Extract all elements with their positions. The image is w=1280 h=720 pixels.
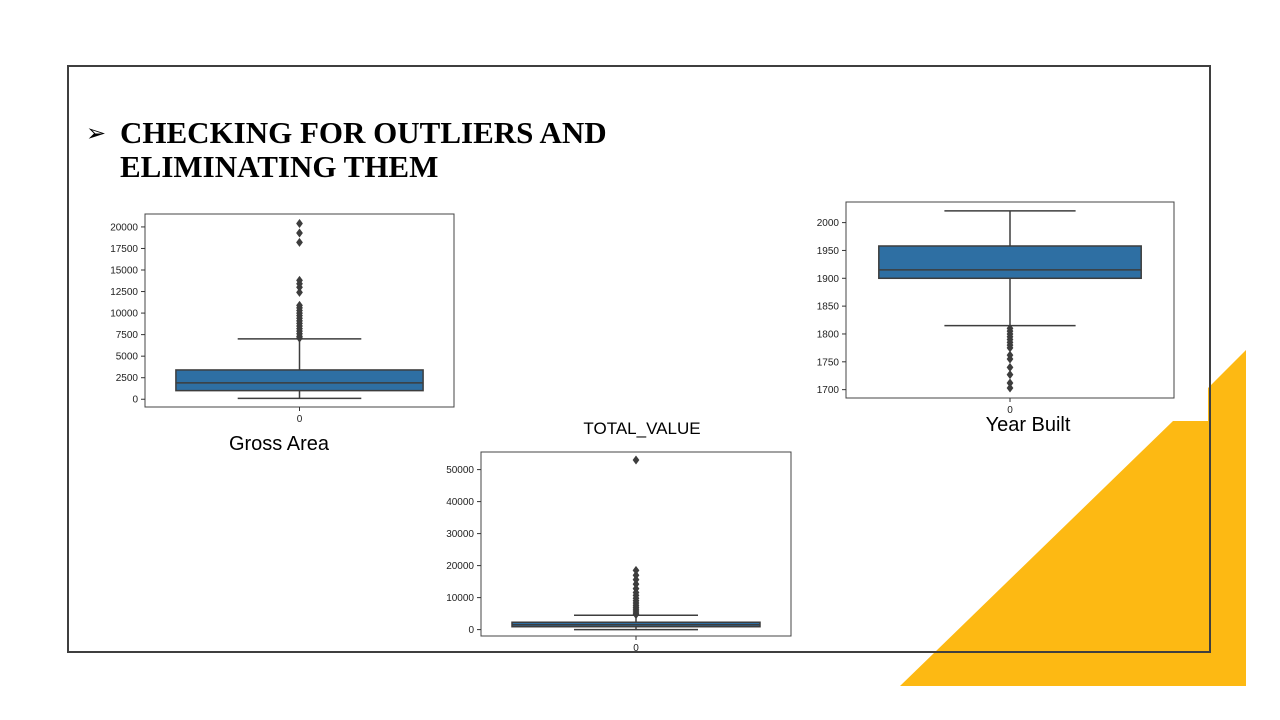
- y-tick-label: 0: [468, 625, 474, 636]
- outlier-point: [296, 287, 303, 297]
- y-tick-label: 1700: [817, 385, 840, 396]
- y-tick-label: 20000: [110, 222, 138, 233]
- accent-triangle: [900, 350, 1246, 686]
- y-tick-label: 15000: [110, 266, 138, 277]
- outlier-point: [296, 275, 303, 285]
- iqr-box: [175, 369, 424, 392]
- outlier-point: [296, 237, 303, 247]
- x-tick-label: 0: [297, 414, 303, 425]
- y-tick-label: 2000: [817, 218, 840, 229]
- page-title: CHECKING FOR OUTLIERS AND ELIMINATING TH…: [120, 115, 607, 184]
- y-tick-label: 1950: [817, 246, 840, 257]
- y-tick-label: 1850: [817, 302, 840, 313]
- year-built-caption: Year Built: [985, 414, 1071, 436]
- total-value-boxplot: 0 10000 20000 30000 40000 50000 0: [446, 451, 792, 654]
- gross-area-boxplot: 0 2500 5000 7500 10000 12500 15000 17500 20000 0: [110, 213, 455, 425]
- y-tick-label: 1800: [817, 329, 840, 340]
- y-tick-label: 30000: [446, 529, 474, 540]
- y-tick-label: 17500: [110, 244, 138, 255]
- outlier-point: [296, 300, 303, 310]
- iqr-box: [878, 245, 1142, 280]
- y-tick-label: 1900: [817, 274, 840, 285]
- total-value-chart-title: TOTAL_VALUE: [583, 419, 701, 438]
- gross-area-caption: Gross Area: [228, 433, 330, 455]
- arrow-bullet-icon: ➢: [86, 119, 107, 147]
- title-block: ➢ CHECKING FOR OUTLIERS AND ELIMINATING …: [86, 116, 706, 184]
- x-tick-label: 0: [633, 643, 639, 654]
- x-tick-label: 0: [1007, 405, 1013, 416]
- outlier-point: [632, 565, 640, 575]
- y-tick-label: 50000: [446, 465, 474, 476]
- y-tick-label: 12500: [110, 287, 138, 298]
- y-tick-label: 1750: [817, 357, 840, 368]
- y-tick-label: 10000: [110, 309, 138, 320]
- content-frame: [67, 65, 1211, 653]
- outlier-point: [1006, 383, 1014, 393]
- y-tick-label: 2500: [116, 373, 139, 384]
- y-tick-label: 10000: [446, 593, 474, 604]
- outlier-point: [296, 218, 303, 228]
- year-built-boxplot: 1700 1750 1800 1850 1900 1950 2000 0: [817, 201, 1175, 416]
- y-tick-label: 5000: [116, 352, 139, 363]
- y-tick-label: 0: [132, 395, 138, 406]
- y-tick-label: 20000: [446, 561, 474, 572]
- y-tick-label: 40000: [446, 497, 474, 508]
- outlier-point: [632, 570, 640, 580]
- outlier-point: [632, 455, 640, 465]
- y-tick-label: 7500: [116, 330, 139, 341]
- outlier-point: [296, 228, 303, 238]
